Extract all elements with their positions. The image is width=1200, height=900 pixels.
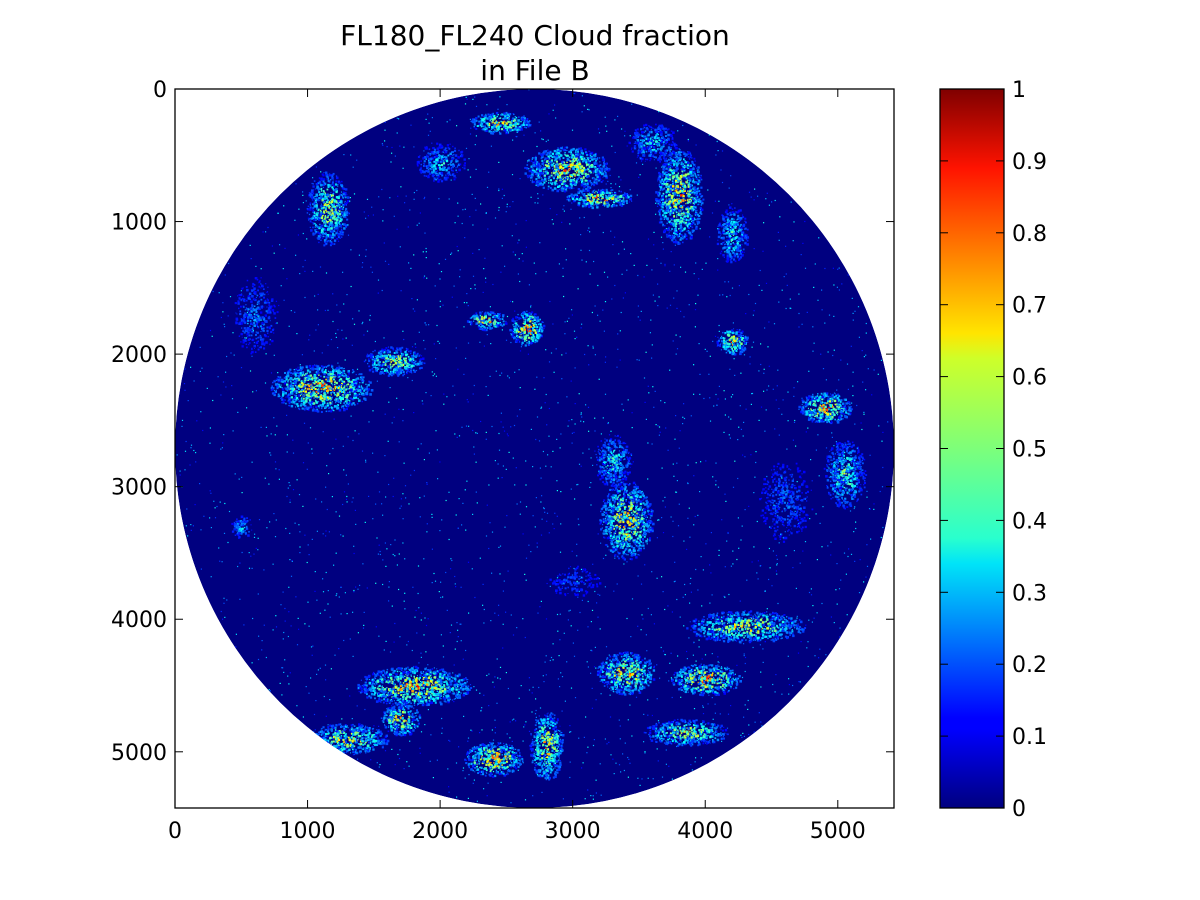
y-tick-label: 0	[153, 78, 167, 103]
x-axis: 0 1000 2000 3000 4000 5000	[168, 89, 866, 844]
colorbar-tick-label: 0.9	[1012, 150, 1047, 175]
cloud-feature	[823, 440, 868, 510]
cloud-feature	[524, 146, 611, 193]
cloud-feature	[270, 364, 374, 413]
cloud-feature	[363, 346, 426, 377]
x-tick-label: 5000	[810, 819, 866, 844]
earth-disk	[175, 89, 894, 808]
colorbar-tick-label: 0.8	[1012, 222, 1047, 247]
cloud-feature	[357, 665, 473, 708]
cloud-feature	[628, 123, 678, 163]
colorbar-tick-label: 0	[1012, 797, 1026, 822]
plot-frame	[174, 88, 895, 809]
cloud-feature	[231, 515, 253, 539]
y-tick-label: 1000	[111, 211, 167, 236]
y-tick-label: 2000	[111, 343, 167, 368]
colorbar-tick-label: 0.5	[1012, 438, 1047, 463]
cloud-feature	[529, 712, 565, 781]
y-tick-label: 4000	[111, 608, 167, 633]
cloud-feature	[759, 462, 814, 543]
cloud-feature	[798, 392, 853, 425]
cloud-feature	[716, 206, 750, 264]
cloud-feature	[464, 741, 524, 778]
x-tick-label: 3000	[545, 819, 601, 844]
cloud-feature	[596, 434, 633, 488]
colorbar-tick-label: 0.6	[1012, 366, 1047, 391]
chart-title: FL180_FL240 Cloud fraction	[340, 19, 730, 52]
chart-subtitle: in File B	[480, 54, 589, 87]
cloud-feature	[549, 565, 602, 597]
colorbar-tick-label: 0.4	[1012, 509, 1047, 534]
cloud-feature	[686, 610, 807, 644]
colorbar	[939, 88, 1005, 809]
cloud-feature	[466, 311, 508, 332]
y-tick-label: 3000	[111, 476, 167, 501]
y-tick-label: 5000	[111, 741, 167, 766]
y-axis: 0 1000 2000 3000 4000 5000	[111, 78, 894, 766]
colorbar-tick-label: 0.3	[1012, 581, 1047, 606]
cloud-feature	[306, 171, 350, 247]
colorbar-tick-label: 0.7	[1012, 294, 1047, 319]
colorbar-tick-label: 1	[1012, 78, 1026, 103]
x-tick-label: 4000	[677, 819, 733, 844]
cloud-feature	[716, 328, 749, 356]
cloud-feature	[416, 142, 466, 183]
colorbar-tick-label: 0.1	[1012, 725, 1047, 750]
x-tick-label: 1000	[280, 819, 336, 844]
colorbar-axis: 0 0.1 0.2 0.3 0.4 0.5 0.6 0.7 0.8 0.9 1	[940, 78, 1047, 822]
cloud-feature	[599, 481, 655, 561]
x-tick-label: 0	[168, 819, 182, 844]
cloud-feature	[509, 310, 546, 347]
cloud-feature	[470, 111, 532, 135]
cloud-feature	[234, 277, 279, 355]
cloud-speckles	[176, 89, 889, 808]
cloud-feature	[380, 703, 422, 737]
x-tick-label: 2000	[412, 819, 468, 844]
cloud-feature	[643, 718, 729, 747]
colorbar-tick-label: 0.2	[1012, 653, 1047, 678]
cloud-feature	[655, 148, 705, 245]
cloud-fraction-map	[175, 89, 894, 808]
